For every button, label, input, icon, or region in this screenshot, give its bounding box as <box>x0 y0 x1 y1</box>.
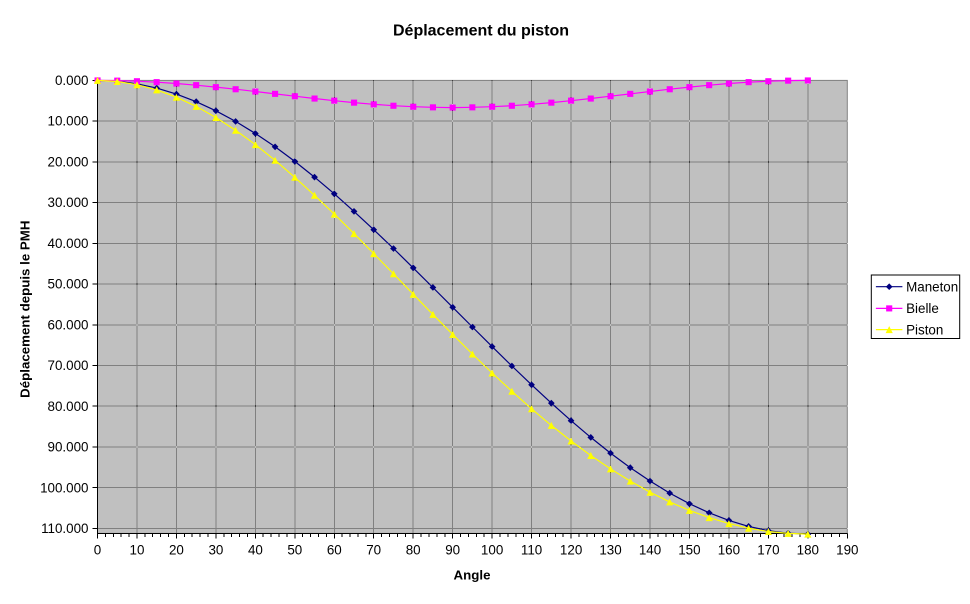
svg-text:10.000: 10.000 <box>48 114 89 129</box>
svg-text:Angle: Angle <box>454 567 491 582</box>
svg-text:190: 190 <box>836 543 858 558</box>
svg-text:110.000: 110.000 <box>41 521 88 536</box>
svg-text:30: 30 <box>208 543 223 558</box>
svg-text:140: 140 <box>639 543 661 558</box>
svg-text:40: 40 <box>248 543 263 558</box>
svg-text:50.000: 50.000 <box>48 277 89 292</box>
svg-text:0.000: 0.000 <box>55 73 89 88</box>
svg-text:120: 120 <box>560 543 582 558</box>
svg-text:100: 100 <box>481 543 503 558</box>
svg-text:Déplacement depuis le PMH: Déplacement depuis le PMH <box>18 221 33 398</box>
svg-text:90.000: 90.000 <box>48 440 89 455</box>
svg-text:0: 0 <box>94 543 101 558</box>
svg-text:Piston: Piston <box>906 322 943 337</box>
svg-text:70: 70 <box>366 543 381 558</box>
svg-text:80: 80 <box>406 543 421 558</box>
svg-text:60.000: 60.000 <box>48 317 89 332</box>
svg-text:Déplacement du piston: Déplacement du piston <box>393 23 569 40</box>
svg-text:80.000: 80.000 <box>48 399 89 414</box>
svg-text:170: 170 <box>757 543 779 558</box>
svg-text:50: 50 <box>287 543 302 558</box>
svg-text:130: 130 <box>599 543 621 558</box>
svg-text:20.000: 20.000 <box>48 155 89 170</box>
svg-text:150: 150 <box>678 543 700 558</box>
svg-text:180: 180 <box>797 543 819 558</box>
svg-text:20: 20 <box>169 543 184 558</box>
svg-text:40.000: 40.000 <box>48 236 89 251</box>
svg-text:Maneton: Maneton <box>906 279 958 294</box>
svg-text:60: 60 <box>327 543 342 558</box>
svg-text:Bielle: Bielle <box>906 301 939 316</box>
svg-text:30.000: 30.000 <box>48 195 89 210</box>
svg-text:160: 160 <box>718 543 740 558</box>
svg-text:70.000: 70.000 <box>48 358 89 373</box>
svg-text:10: 10 <box>130 543 145 558</box>
svg-text:90: 90 <box>445 543 460 558</box>
svg-text:110: 110 <box>521 543 542 558</box>
svg-text:100.000: 100.000 <box>40 480 88 495</box>
